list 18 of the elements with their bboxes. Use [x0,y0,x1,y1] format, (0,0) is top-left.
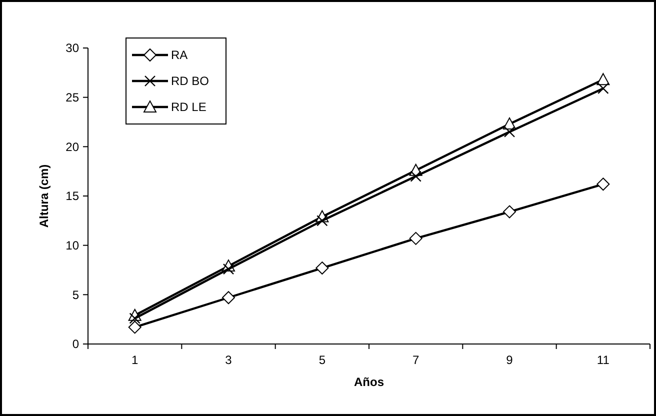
y-axis-title: Altura (cm) [37,164,51,228]
y-tick-label: 15 [66,189,80,204]
y-tick-label: 25 [66,90,80,105]
x-tick-label: 1 [131,353,138,367]
legend-label: RD LE [171,100,206,114]
legend-label: RA [171,48,188,62]
legend-label: RD BO [171,74,210,88]
y-tick-label: 5 [72,288,80,302]
x-tick-label: 11 [596,353,610,367]
y-tick-label: 20 [66,140,80,154]
x-tick-label: 9 [506,353,514,367]
x-tick-label: 5 [318,353,326,367]
x-tick-label: 7 [412,353,420,367]
y-tick-label: 10 [66,238,80,253]
x-tick-label: 3 [225,353,232,367]
y-tick-label: 30 [66,41,80,56]
x-axis-title: Años [354,375,384,389]
y-tick-label: 0 [72,337,80,352]
